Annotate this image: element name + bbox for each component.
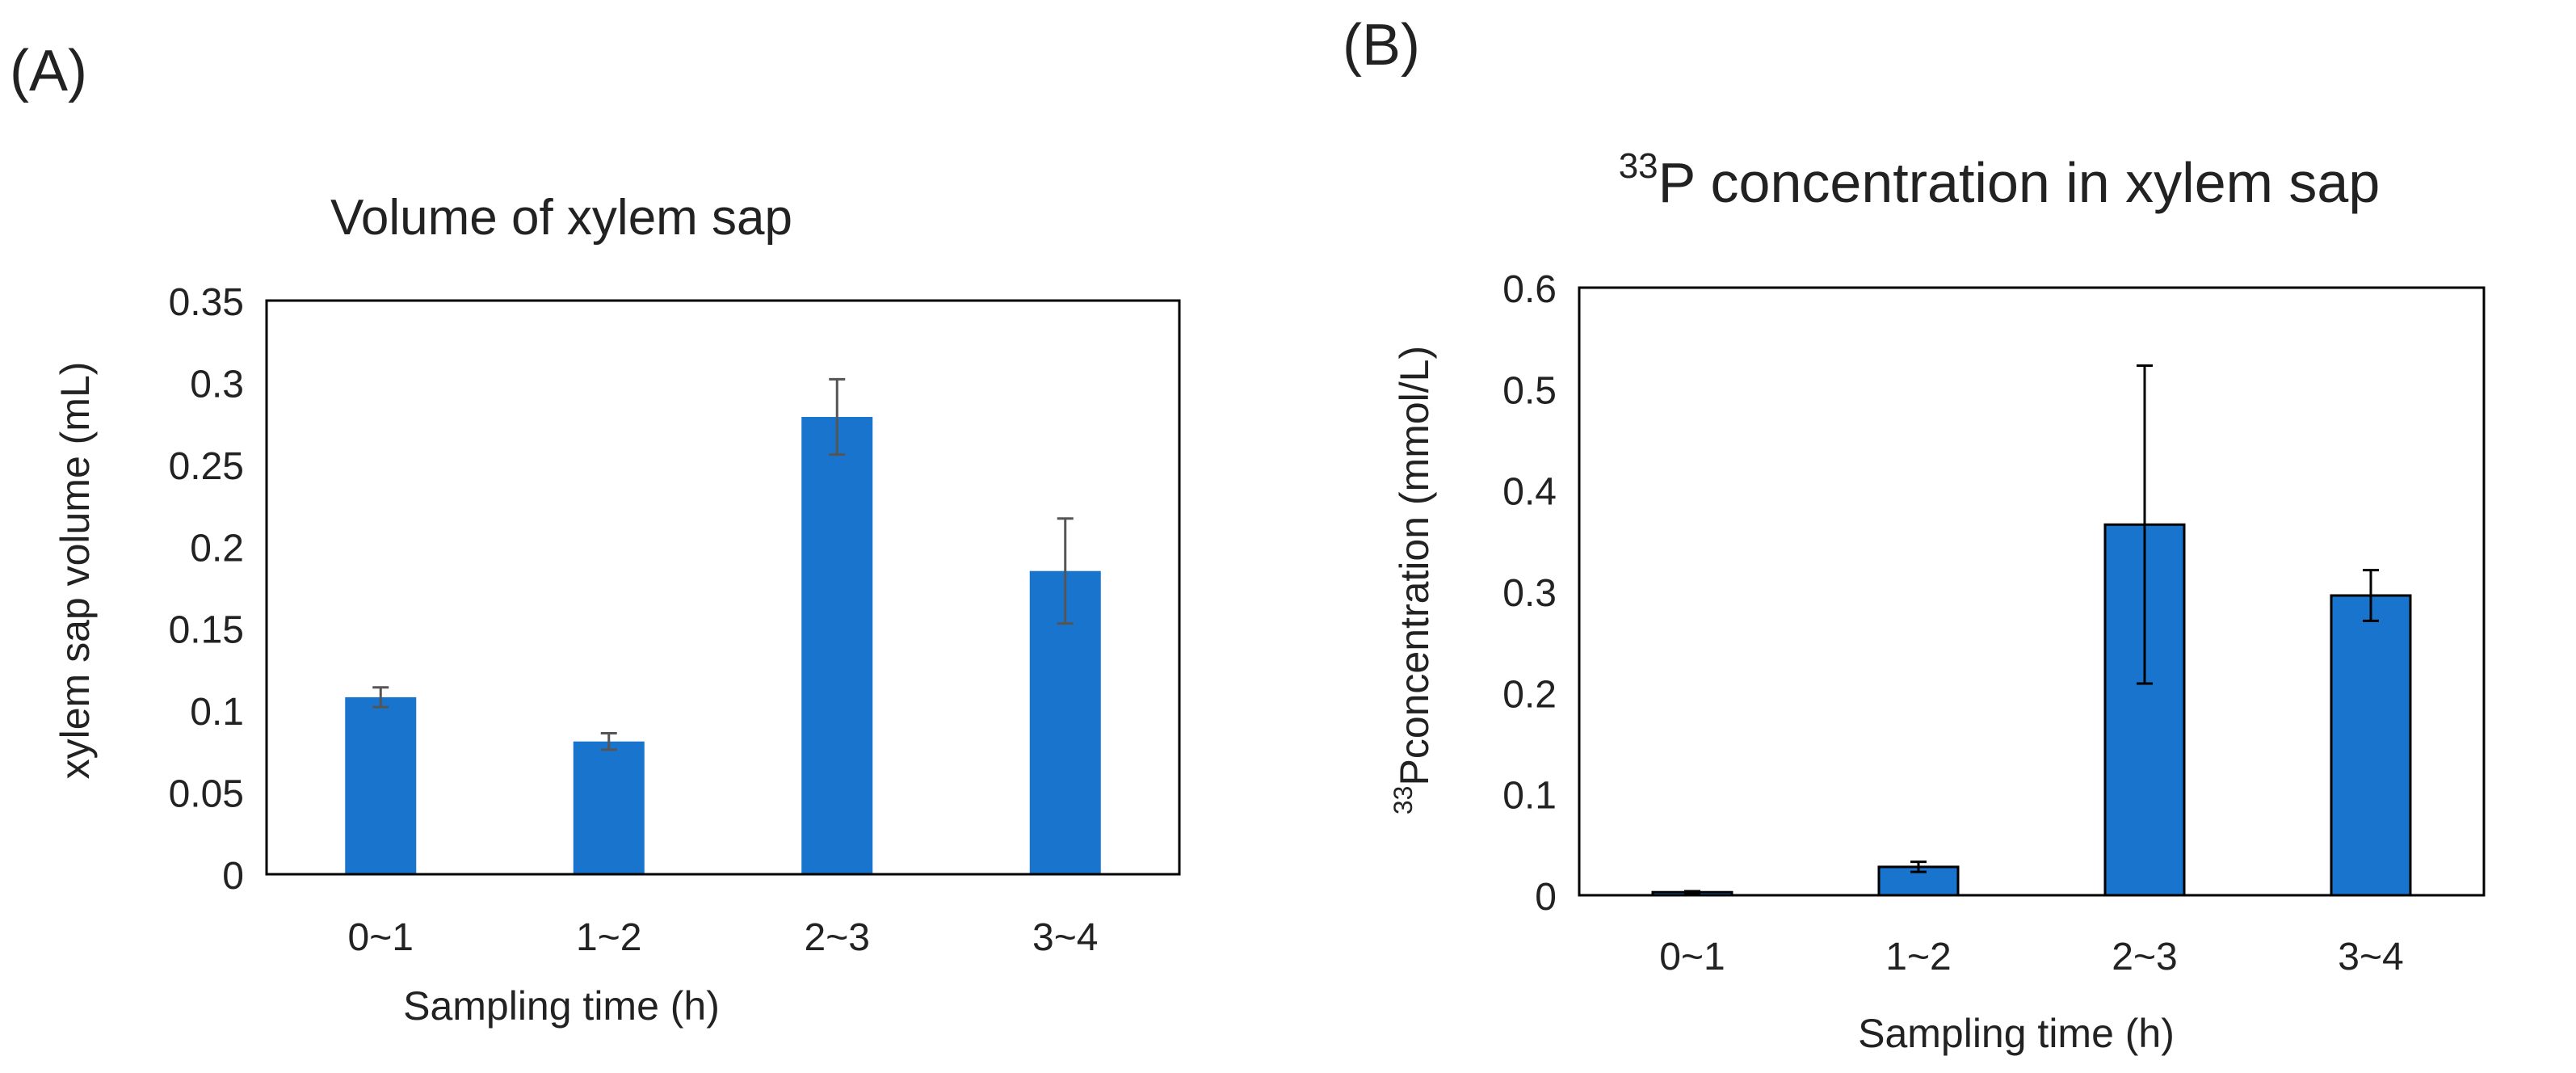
x-tick-label: 1~2 (1885, 936, 1951, 978)
x-tick-label: 0~1 (1659, 936, 1725, 978)
y-tick-label: 0.5 (1502, 369, 1557, 412)
panel-a-plot-frame (265, 299, 1181, 876)
panel-b-title-text: P concentration in xylem sap (1658, 151, 2381, 214)
y-tick-label: 0.2 (1502, 673, 1557, 716)
panel-a: (A) Volume of xylem sap xylem sap volume… (10, 39, 1181, 1029)
panel-b-title-superscript: 33 (1619, 146, 1658, 186)
panel-b-x-axis-label: Sampling time (h) (1858, 1011, 2175, 1056)
y-tick-label: 0.6 (1502, 268, 1557, 311)
y-tick-label: 0.2 (190, 527, 244, 570)
panel-b-y-axis-label: 33Pconcentration (mmol/L) (1389, 346, 1437, 814)
y-tick-label: 0.3 (1502, 572, 1557, 615)
panel-b: (B) 33P concentration in xylem sap 33Pco… (1343, 13, 2486, 1056)
panel-b-label: (B) (1343, 13, 1420, 78)
x-tick-label: 1~2 (576, 916, 641, 959)
y-tick-label: 0 (1535, 876, 1557, 919)
panel-b-y-axis-superscript: 33 (1389, 786, 1418, 815)
panel-a-y-axis-label: xylem sap volume (mL) (53, 362, 98, 780)
y-tick-label: 0.35 (169, 281, 244, 324)
x-tick-label: 0~1 (348, 916, 414, 959)
x-tick-label: 2~3 (2112, 936, 2177, 978)
y-tick-label: 0.05 (169, 773, 244, 816)
bar-3~4 (2330, 594, 2412, 897)
y-tick-label: 0.3 (190, 363, 244, 406)
bar-1~2 (573, 741, 645, 874)
panel-a-x-ticks: 0~1 1~2 2~3 3~4 (348, 916, 1099, 959)
panel-a-x-axis-label: Sampling time (h) (403, 983, 720, 1029)
panel-a-y-ticks: 0 0.05 0.1 0.15 0.2 0.25 0.3 0.35 (169, 281, 244, 898)
y-tick-label: 0.1 (1502, 775, 1557, 818)
panel-a-bars (345, 377, 1101, 874)
x-tick-label: 3~4 (1032, 916, 1098, 959)
panel-b-plot-frame (1578, 286, 2486, 897)
y-tick-label: 0.4 (1502, 471, 1557, 514)
bar-2~3 (801, 417, 873, 874)
y-tick-label: 0.15 (169, 609, 244, 652)
panel-b-y-ticks: 0 0.1 0.2 0.3 0.4 0.5 0.6 (1502, 268, 1557, 919)
panel-b-x-ticks: 0~1 1~2 2~3 3~4 (1659, 936, 2403, 978)
y-tick-label: 0.25 (169, 445, 244, 488)
panel-b-y-axis-text: Pconcentration (mmol/L) (1392, 346, 1437, 786)
y-tick-label: 0.1 (190, 691, 244, 734)
y-tick-label: 0 (222, 855, 244, 898)
panel-b-title: 33P concentration in xylem sap (1619, 146, 2381, 214)
x-tick-label: 2~3 (805, 916, 870, 959)
x-tick-label: 3~4 (2338, 936, 2403, 978)
panel-a-label: (A) (10, 39, 87, 103)
panel-a-title: Volume of xylem sap (330, 190, 792, 246)
bar-0~1 (345, 696, 417, 874)
panel-b-bars (1651, 364, 2412, 897)
